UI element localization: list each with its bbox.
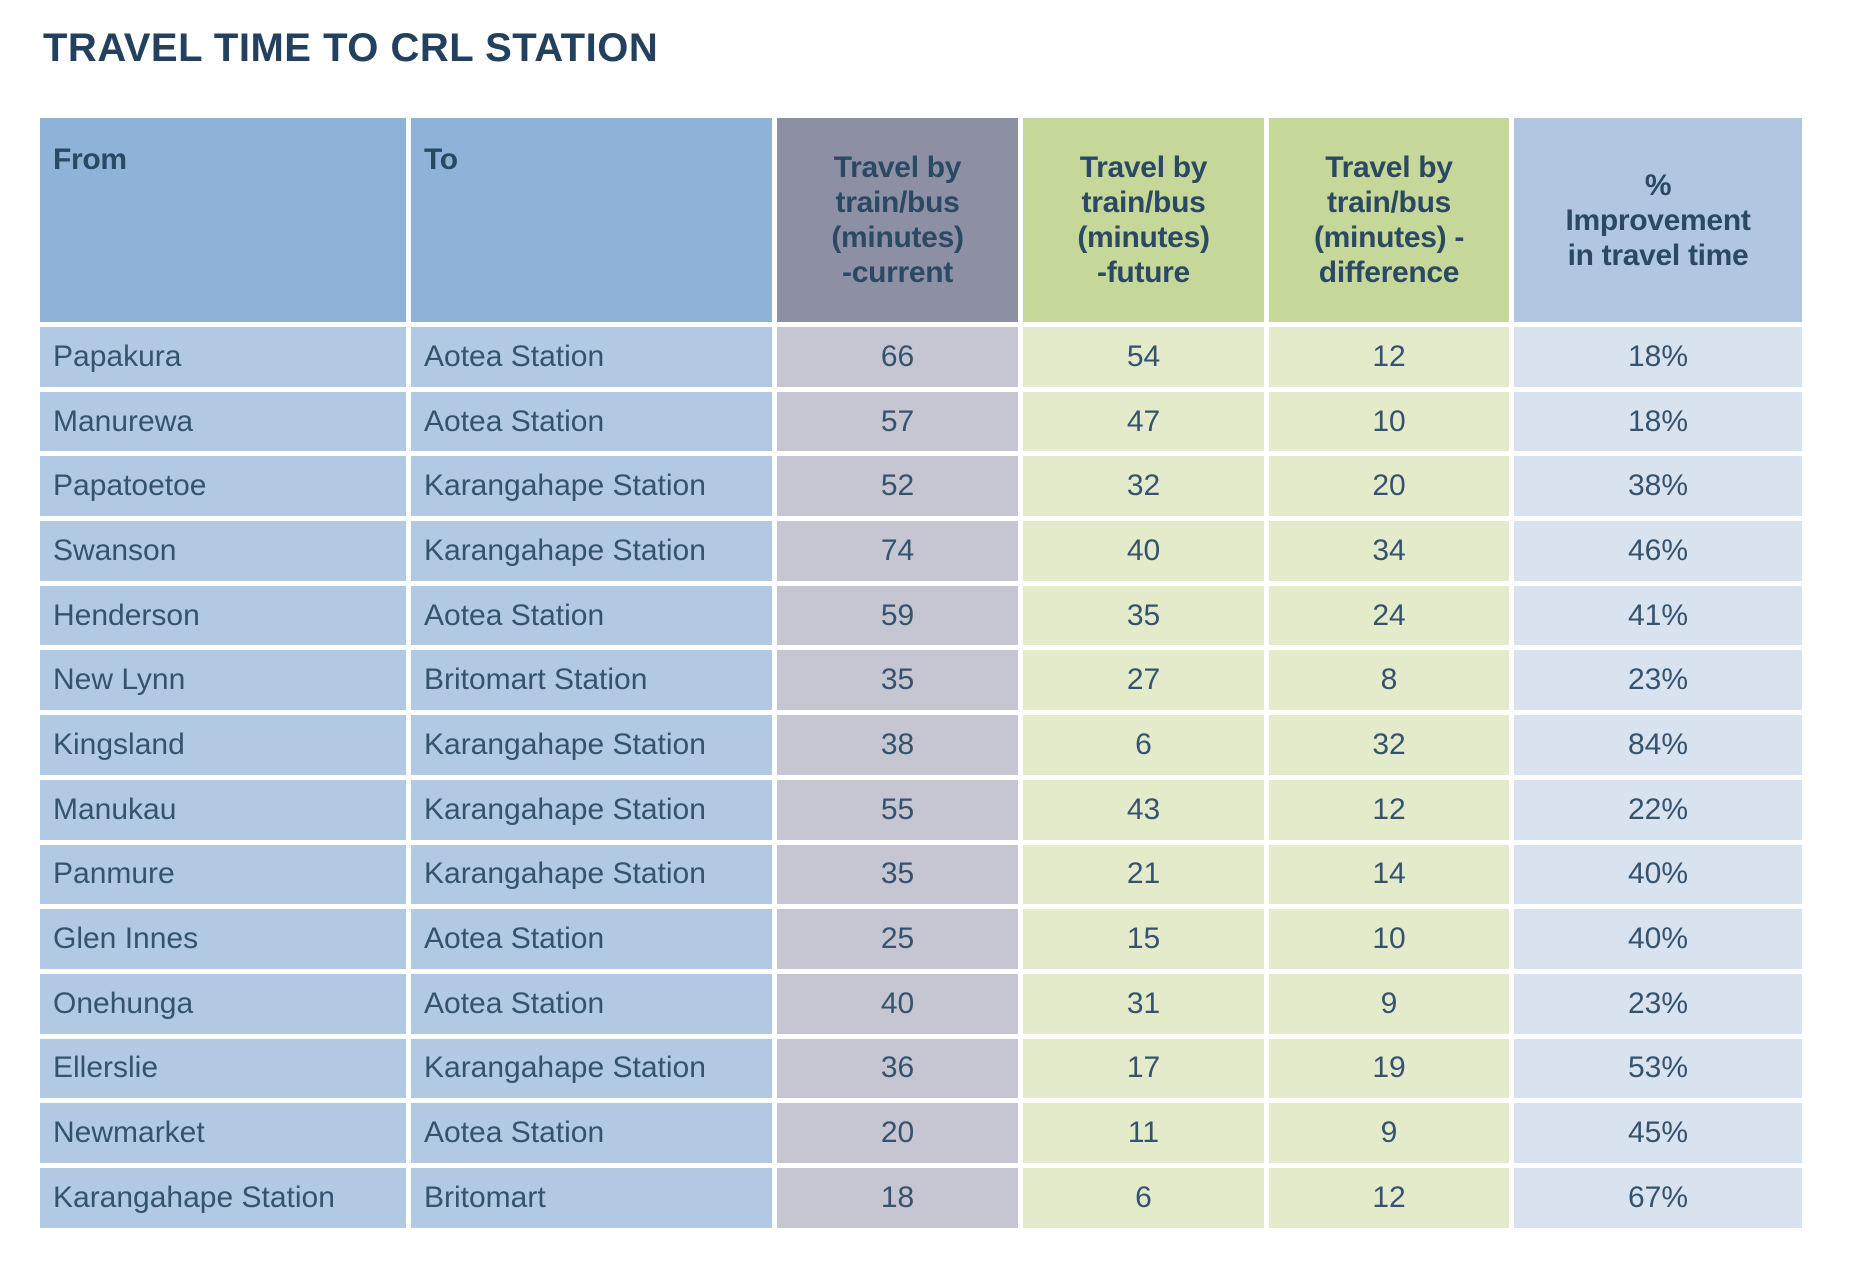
cell-to: Karangahape Station (411, 779, 772, 840)
cell-difference: 12 (1269, 327, 1509, 387)
cell-future: 21 (1023, 844, 1264, 905)
cell-future: 32 (1023, 456, 1264, 517)
cell-from: New Lynn (40, 650, 406, 711)
cell-difference: 32 (1269, 715, 1509, 775)
cell-improvement: 67% (1514, 1167, 1802, 1228)
cell-to: Aotea Station (411, 909, 772, 969)
cell-current: 35 (777, 650, 1018, 711)
cell-to: Karangahape Station (411, 715, 772, 775)
cell-from: Glen Innes (40, 909, 406, 969)
column-header-travel-current: Travel by train/bus (minutes) -current (777, 118, 1018, 322)
cell-difference: 9 (1269, 973, 1509, 1034)
cell-to: Aotea Station (411, 973, 772, 1034)
cell-improvement: 40% (1514, 909, 1802, 969)
cell-from: Kingsland (40, 715, 406, 775)
cell-from: Papatoetoe (40, 456, 406, 517)
cell-to: Britomart Station (411, 650, 772, 711)
cell-to: Karangahape Station (411, 521, 772, 581)
cell-current: 57 (777, 391, 1018, 452)
cell-difference: 20 (1269, 456, 1509, 517)
cell-improvement: 46% (1514, 521, 1802, 581)
cell-current: 20 (777, 1103, 1018, 1163)
column-header-to: To (411, 118, 772, 322)
cell-future: 54 (1023, 327, 1264, 387)
column-header-improvement: % Improvement in travel time (1514, 118, 1802, 322)
cell-from: Onehunga (40, 973, 406, 1034)
cell-difference: 12 (1269, 1167, 1509, 1228)
travel-time-table: From To Travel by train/bus (minutes) -c… (40, 118, 1802, 1228)
cell-difference: 24 (1269, 585, 1509, 646)
cell-current: 59 (777, 585, 1018, 646)
cell-future: 27 (1023, 650, 1264, 711)
cell-to: Aotea Station (411, 585, 772, 646)
cell-difference: 9 (1269, 1103, 1509, 1163)
cell-to: Karangahape Station (411, 844, 772, 905)
cell-from: Ellerslie (40, 1038, 406, 1099)
cell-current: 25 (777, 909, 1018, 969)
cell-difference: 34 (1269, 521, 1509, 581)
cell-improvement: 45% (1514, 1103, 1802, 1163)
cell-difference: 14 (1269, 844, 1509, 905)
cell-current: 18 (777, 1167, 1018, 1228)
cell-current: 74 (777, 521, 1018, 581)
cell-improvement: 18% (1514, 391, 1802, 452)
cell-future: 31 (1023, 973, 1264, 1034)
cell-difference: 8 (1269, 650, 1509, 711)
column-header-from: From (40, 118, 406, 322)
cell-current: 52 (777, 456, 1018, 517)
cell-future: 35 (1023, 585, 1264, 646)
cell-future: 11 (1023, 1103, 1264, 1163)
cell-to: Aotea Station (411, 391, 772, 452)
cell-current: 40 (777, 973, 1018, 1034)
page-title: TRAVEL TIME TO CRL STATION (43, 26, 659, 70)
cell-to: Karangahape Station (411, 456, 772, 517)
cell-improvement: 23% (1514, 973, 1802, 1034)
cell-from: Newmarket (40, 1103, 406, 1163)
cell-to: Aotea Station (411, 1103, 772, 1163)
cell-future: 6 (1023, 1167, 1264, 1228)
cell-difference: 19 (1269, 1038, 1509, 1099)
cell-future: 43 (1023, 779, 1264, 840)
cell-future: 15 (1023, 909, 1264, 969)
cell-from: Manurewa (40, 391, 406, 452)
cell-improvement: 23% (1514, 650, 1802, 711)
column-header-travel-future: Travel by train/bus (minutes) -future (1023, 118, 1264, 322)
cell-current: 36 (777, 1038, 1018, 1099)
cell-from: Panmure (40, 844, 406, 905)
cell-to: Aotea Station (411, 327, 772, 387)
cell-improvement: 38% (1514, 456, 1802, 517)
cell-current: 38 (777, 715, 1018, 775)
cell-improvement: 84% (1514, 715, 1802, 775)
cell-from: Swanson (40, 521, 406, 581)
cell-to: Britomart (411, 1167, 772, 1228)
cell-to: Karangahape Station (411, 1038, 772, 1099)
column-header-travel-difference: Travel by train/bus (minutes) - differen… (1269, 118, 1509, 322)
cell-difference: 10 (1269, 391, 1509, 452)
cell-current: 35 (777, 844, 1018, 905)
cell-improvement: 40% (1514, 844, 1802, 905)
cell-future: 17 (1023, 1038, 1264, 1099)
cell-improvement: 18% (1514, 327, 1802, 387)
cell-future: 40 (1023, 521, 1264, 581)
cell-improvement: 53% (1514, 1038, 1802, 1099)
cell-from: Manukau (40, 779, 406, 840)
cell-difference: 12 (1269, 779, 1509, 840)
cell-from: Henderson (40, 585, 406, 646)
cell-from: Karangahape Station (40, 1167, 406, 1228)
cell-difference: 10 (1269, 909, 1509, 969)
cell-improvement: 22% (1514, 779, 1802, 840)
cell-future: 6 (1023, 715, 1264, 775)
cell-future: 47 (1023, 391, 1264, 452)
cell-current: 66 (777, 327, 1018, 387)
cell-current: 55 (777, 779, 1018, 840)
cell-from: Papakura (40, 327, 406, 387)
cell-improvement: 41% (1514, 585, 1802, 646)
